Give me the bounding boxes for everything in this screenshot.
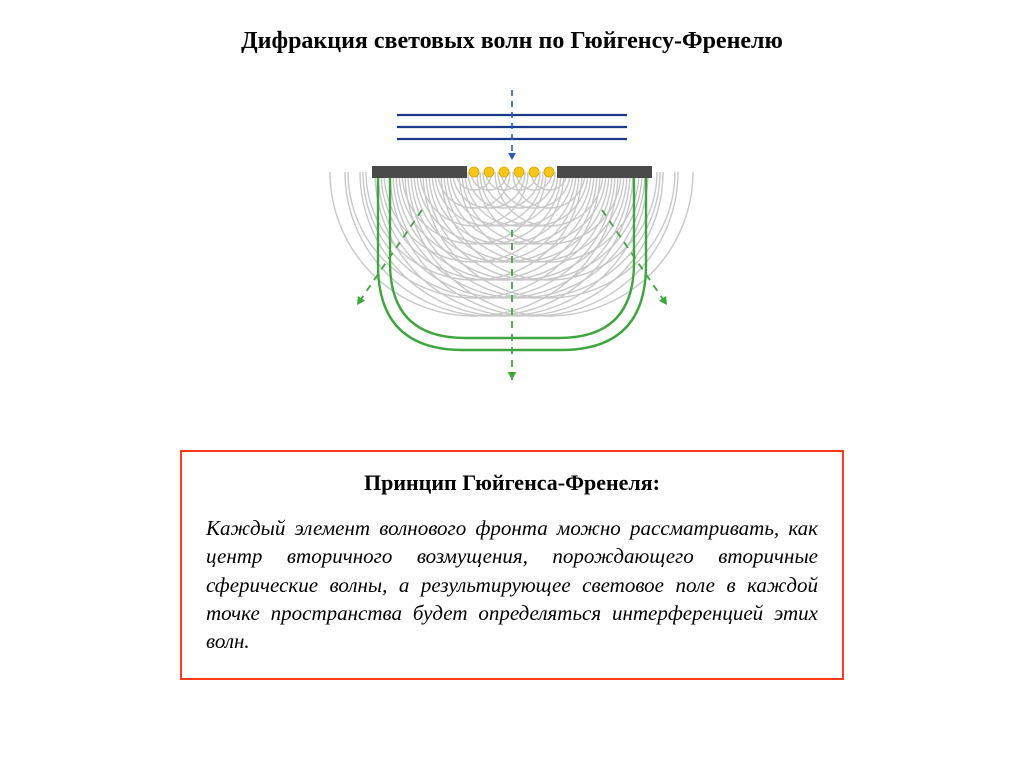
principle-box: Принцип Гюйгенса-Френеля: Каждый элемент… (180, 450, 844, 680)
principle-body: Каждый элемент волнового фронта можно ра… (206, 514, 818, 656)
principle-heading: Принцип Гюйгенса-Френеля: (206, 470, 818, 496)
page-title: Дифракция световых волн по Гюйгенсу-Френ… (0, 28, 1024, 55)
diffraction-diagram (0, 80, 1024, 395)
